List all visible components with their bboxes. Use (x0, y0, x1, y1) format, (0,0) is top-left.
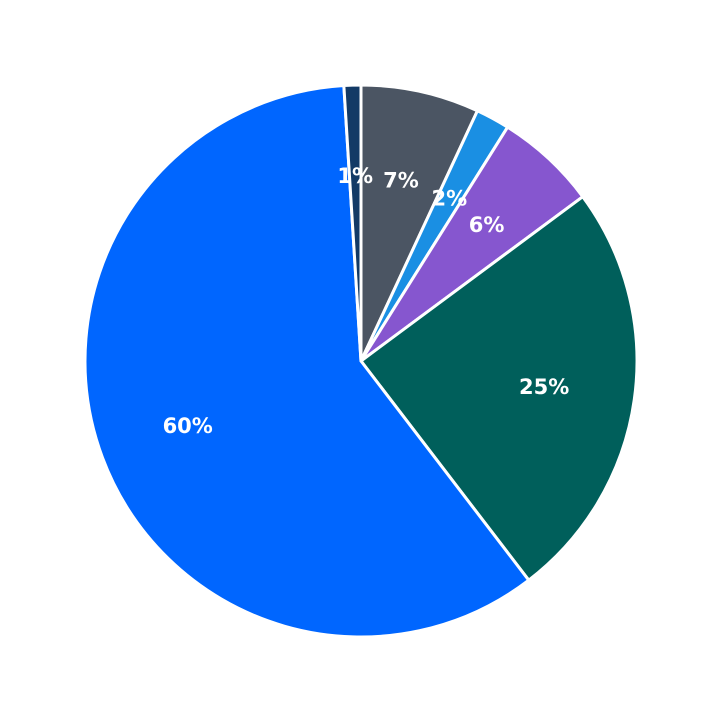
pie-slice-label-2: 6% (469, 213, 505, 237)
pie-slice-label-5: 1% (337, 164, 373, 188)
pie-slices (83, 83, 639, 639)
pie-slice-label-3: 25% (519, 375, 569, 399)
pie-slice-0 (359, 83, 479, 363)
pie-slice-5 (342, 83, 363, 363)
pie-slice-label-0: 7% (383, 168, 419, 192)
pie-labels: 7% 2%6% 25% 60% 1% (163, 164, 570, 438)
pie-slice-3 (359, 195, 639, 582)
pie-slice-4 (83, 84, 531, 639)
pie-slice-label-4: 60% (163, 414, 213, 438)
pie-slice-label-1: 2% (431, 186, 467, 210)
